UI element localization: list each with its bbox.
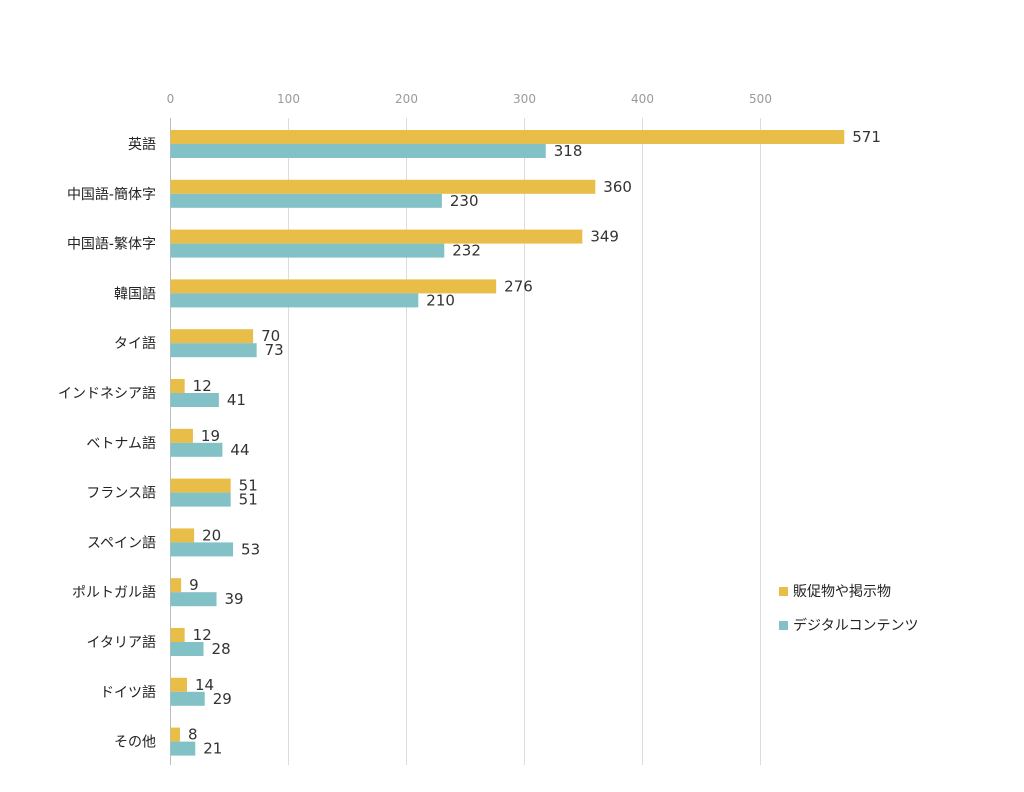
data-label: 349	[590, 228, 619, 246]
category-label: イタリア語	[87, 635, 156, 651]
category-label: タイ語	[114, 336, 156, 352]
data-label: 39	[225, 590, 244, 608]
category-label: ベトナム語	[86, 436, 156, 452]
category-label: 韓国語	[114, 286, 156, 302]
data-label: 12	[193, 626, 212, 644]
data-label: 8	[188, 726, 198, 744]
legend-swatch	[779, 587, 788, 596]
bar-print	[170, 428, 193, 443]
bar-digital	[170, 592, 217, 607]
legend-label: デジタルコンテンツ	[793, 617, 918, 634]
bar-print	[170, 677, 188, 692]
category-label: ポルトガル語	[72, 585, 156, 601]
bar-print	[170, 628, 185, 642]
x-tick-label: 100	[277, 92, 300, 106]
category-labels: 英語中国語-簡体字中国語-繁体字韓国語タイ語インドネシア語ベトナム語フランス語ス…	[58, 136, 156, 751]
bar-print	[170, 727, 180, 742]
data-label: 21	[203, 740, 222, 758]
bar-print	[170, 578, 182, 593]
bar-print	[170, 379, 185, 393]
bar-print	[170, 229, 583, 244]
data-label: 53	[241, 540, 260, 558]
x-tick-label: 0	[167, 92, 175, 106]
x-tick-label: 500	[749, 92, 772, 106]
data-label: 28	[212, 640, 231, 658]
category-label: スペイン語	[87, 535, 156, 551]
x-tick-label: 300	[513, 92, 536, 106]
data-label: 51	[239, 491, 258, 509]
bar-digital	[170, 542, 234, 557]
data-label: 230	[450, 192, 479, 210]
bar-print	[170, 478, 231, 493]
data-label: 9	[189, 576, 199, 594]
bar-print	[170, 329, 254, 344]
data-label: 14	[195, 676, 214, 694]
bar-digital	[170, 193, 442, 208]
x-axis-ticks: 0 100 200 300 400 500	[167, 92, 772, 106]
data-label: 12	[193, 377, 212, 395]
bar-digital	[170, 343, 257, 358]
bar-print	[170, 130, 845, 144]
category-label: フランス語	[86, 486, 156, 502]
bar-print	[170, 528, 195, 543]
data-label: 360	[603, 178, 632, 196]
category-label: インドネシア語	[58, 386, 156, 402]
data-label: 19	[201, 427, 220, 445]
category-label: 英語	[128, 136, 156, 153]
bar-digital	[170, 393, 219, 407]
data-label: 44	[230, 441, 249, 459]
legend-swatch	[779, 621, 788, 630]
data-label: 232	[452, 242, 481, 260]
data-label: 276	[504, 277, 533, 295]
bar-digital	[170, 243, 445, 258]
data-label: 571	[852, 128, 881, 146]
bar-digital	[170, 741, 196, 756]
category-label: 中国語-繁体字	[67, 237, 156, 253]
grid	[170, 118, 761, 765]
bar-digital	[170, 492, 231, 507]
bars	[170, 130, 845, 756]
data-label: 70	[261, 327, 280, 345]
category-label: 中国語-簡体字	[67, 187, 156, 203]
data-label: 29	[213, 690, 232, 708]
data-label: 73	[265, 341, 284, 359]
bar-print	[170, 179, 596, 194]
data-label: 20	[202, 526, 221, 544]
x-tick-label: 200	[395, 92, 418, 106]
data-label: 51	[239, 477, 258, 495]
legend-label: 販促物や掲示物	[793, 584, 891, 600]
category-label: ドイツ語	[100, 685, 156, 701]
bar-digital	[170, 442, 223, 457]
data-label: 210	[426, 291, 455, 309]
bar-digital	[170, 293, 419, 308]
data-label: 318	[554, 142, 583, 160]
bar-print	[170, 279, 497, 294]
bar-digital	[170, 642, 204, 656]
data-label: 41	[227, 391, 246, 409]
bar-digital	[170, 691, 205, 706]
x-tick-label: 400	[631, 92, 654, 106]
category-label: その他	[114, 735, 156, 751]
bar-digital	[170, 144, 546, 158]
